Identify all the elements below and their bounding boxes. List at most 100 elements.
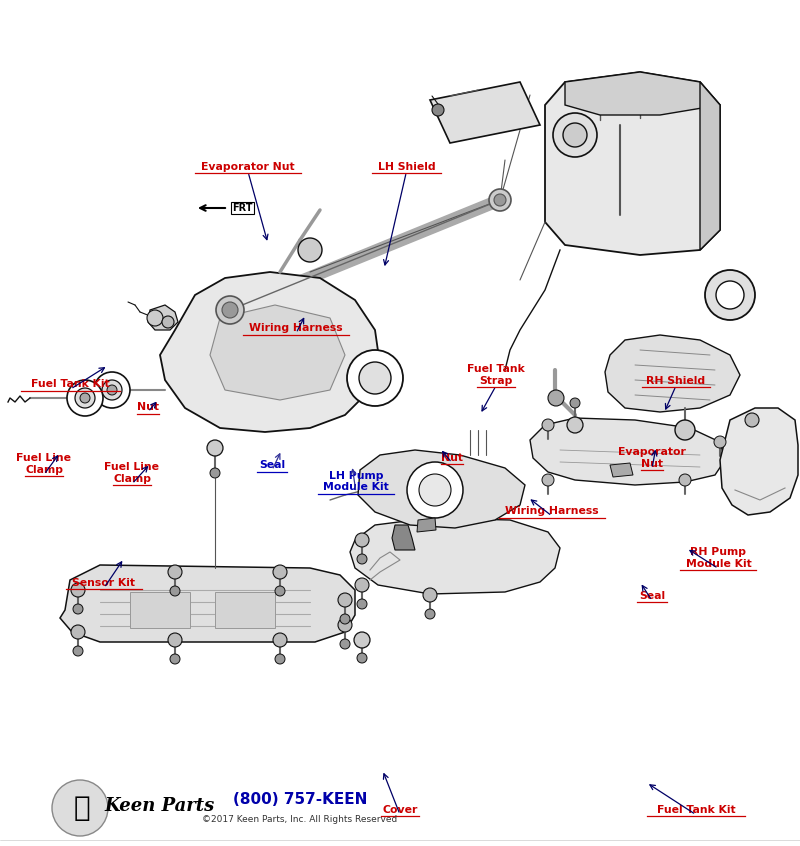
- Polygon shape: [720, 408, 798, 515]
- Text: LH Shield: LH Shield: [378, 162, 435, 172]
- Polygon shape: [610, 463, 633, 477]
- Circle shape: [548, 390, 564, 406]
- Circle shape: [542, 474, 554, 486]
- Text: Cover: Cover: [382, 805, 418, 815]
- Circle shape: [170, 586, 180, 596]
- Circle shape: [273, 565, 287, 579]
- Text: Evaporator
Nut: Evaporator Nut: [618, 447, 686, 469]
- Polygon shape: [605, 335, 740, 412]
- Polygon shape: [210, 305, 345, 400]
- Polygon shape: [417, 518, 436, 532]
- Circle shape: [357, 599, 367, 609]
- Text: Fuel Tank Kit: Fuel Tank Kit: [657, 805, 735, 815]
- Text: ©2017 Keen Parts, Inc. All Rights Reserved: ©2017 Keen Parts, Inc. All Rights Reserv…: [202, 816, 398, 825]
- Circle shape: [563, 123, 587, 147]
- Text: Fuel Line
Clamp: Fuel Line Clamp: [105, 462, 159, 484]
- Text: Fuel Line
Clamp: Fuel Line Clamp: [17, 453, 71, 475]
- Text: Sensor Kit: Sensor Kit: [73, 578, 135, 588]
- Circle shape: [207, 440, 223, 456]
- Circle shape: [494, 194, 506, 206]
- Polygon shape: [350, 518, 560, 594]
- Text: Seal: Seal: [639, 591, 665, 601]
- Text: RH Shield: RH Shield: [646, 376, 706, 386]
- Text: Nut: Nut: [441, 453, 463, 463]
- Circle shape: [170, 654, 180, 664]
- Text: Fuel Tank
Strap: Fuel Tank Strap: [467, 364, 525, 386]
- Circle shape: [75, 388, 95, 408]
- Circle shape: [147, 310, 163, 326]
- Polygon shape: [392, 525, 415, 550]
- Circle shape: [432, 104, 444, 116]
- Circle shape: [357, 554, 367, 564]
- Circle shape: [273, 633, 287, 647]
- Polygon shape: [215, 592, 275, 628]
- Text: (800) 757-KEEN: (800) 757-KEEN: [233, 793, 367, 807]
- Polygon shape: [545, 72, 720, 255]
- Circle shape: [714, 436, 726, 448]
- Text: Seal: Seal: [259, 460, 285, 470]
- Circle shape: [679, 474, 691, 486]
- Circle shape: [275, 654, 285, 664]
- Circle shape: [162, 316, 174, 328]
- Circle shape: [347, 350, 403, 406]
- Circle shape: [489, 189, 511, 211]
- Circle shape: [745, 413, 759, 427]
- Text: Evaporator Nut: Evaporator Nut: [201, 162, 295, 172]
- Text: FRT: FRT: [232, 203, 253, 213]
- Circle shape: [553, 113, 597, 157]
- Text: Keen Parts: Keen Parts: [105, 797, 215, 815]
- Polygon shape: [60, 565, 355, 642]
- Circle shape: [67, 380, 103, 416]
- Circle shape: [80, 393, 90, 403]
- Text: Fuel Tank Kit: Fuel Tank Kit: [31, 379, 110, 389]
- Circle shape: [71, 625, 85, 639]
- Polygon shape: [160, 272, 380, 432]
- Text: RH Pump
Module Kit: RH Pump Module Kit: [686, 547, 751, 569]
- Circle shape: [354, 632, 370, 648]
- Circle shape: [216, 296, 244, 324]
- Text: Nut: Nut: [137, 402, 159, 412]
- Circle shape: [359, 362, 391, 394]
- Polygon shape: [430, 82, 540, 143]
- Polygon shape: [148, 305, 178, 330]
- Circle shape: [425, 609, 435, 619]
- Circle shape: [210, 468, 220, 478]
- Text: Wiring Harness: Wiring Harness: [505, 506, 599, 516]
- Circle shape: [94, 372, 130, 408]
- Circle shape: [73, 604, 83, 614]
- Polygon shape: [130, 592, 190, 628]
- Circle shape: [338, 593, 352, 607]
- Circle shape: [71, 583, 85, 597]
- Circle shape: [423, 588, 437, 602]
- Circle shape: [542, 419, 554, 431]
- Circle shape: [675, 420, 695, 440]
- Polygon shape: [565, 72, 720, 115]
- Text: Wiring Harness: Wiring Harness: [249, 323, 343, 333]
- Circle shape: [705, 270, 755, 320]
- Circle shape: [73, 646, 83, 656]
- Polygon shape: [700, 82, 720, 250]
- Circle shape: [340, 614, 350, 624]
- Circle shape: [298, 238, 322, 262]
- Circle shape: [107, 385, 117, 395]
- Circle shape: [168, 633, 182, 647]
- Circle shape: [338, 618, 352, 632]
- Polygon shape: [358, 450, 525, 528]
- Circle shape: [222, 302, 238, 318]
- Circle shape: [407, 462, 463, 518]
- Circle shape: [168, 565, 182, 579]
- Circle shape: [716, 281, 744, 309]
- Circle shape: [275, 586, 285, 596]
- Circle shape: [102, 380, 122, 400]
- Text: 🚗: 🚗: [74, 794, 90, 822]
- Text: LH Pump
Module Kit: LH Pump Module Kit: [323, 470, 389, 492]
- Circle shape: [355, 578, 369, 592]
- Circle shape: [570, 398, 580, 408]
- Polygon shape: [530, 418, 725, 485]
- Circle shape: [567, 417, 583, 433]
- Circle shape: [52, 780, 108, 836]
- Circle shape: [419, 474, 451, 506]
- Circle shape: [357, 653, 367, 663]
- Circle shape: [355, 533, 369, 547]
- Circle shape: [340, 639, 350, 649]
